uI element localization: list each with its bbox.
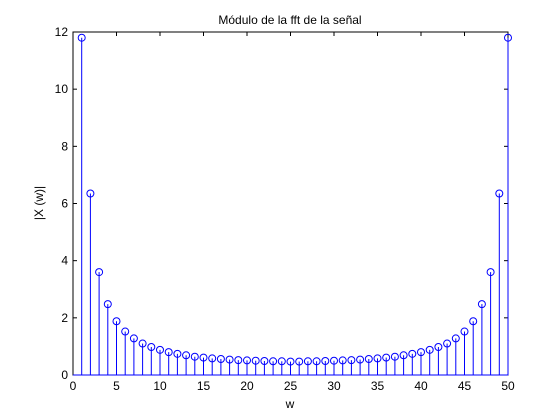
stem-marker (390, 352, 399, 361)
stem-marker (156, 345, 164, 354)
stem-marker (251, 356, 260, 365)
x-tick-label: 20 (240, 379, 254, 393)
stem-marker (434, 342, 443, 351)
x-tick-label: 40 (414, 379, 428, 393)
stem-marker (216, 354, 225, 363)
y-tick-label: 12 (55, 25, 69, 39)
stem-marker (269, 357, 278, 366)
stem-marker (138, 339, 147, 348)
stem-marker (364, 354, 373, 363)
stem-marker (234, 356, 243, 365)
stem-marker (443, 339, 452, 348)
stem-marker (460, 327, 469, 336)
stem-marker (121, 327, 130, 336)
stem-marker (173, 349, 182, 358)
stem-marker (356, 355, 365, 364)
stem-marker (147, 342, 156, 351)
chart-title: Módulo de la fft de la señal (218, 13, 361, 27)
y-tick-label: 10 (55, 82, 69, 96)
stem-marker (477, 300, 486, 309)
x-tick-label: 50 (501, 379, 515, 393)
stem-marker (243, 356, 251, 365)
stem-marker (77, 33, 86, 42)
stem-marker (286, 357, 295, 366)
x-tick-label: 10 (153, 379, 167, 393)
stem-marker (260, 356, 269, 365)
stem-marker (199, 353, 208, 362)
y-tick-label: 4 (61, 254, 68, 268)
stem-marker (425, 345, 434, 354)
stem-marker (504, 33, 512, 42)
stem-marker (382, 353, 391, 362)
stem-marker (190, 352, 199, 361)
plot-area (72, 31, 509, 376)
x-tick-label: 35 (371, 379, 385, 393)
stem-marker (129, 334, 138, 343)
y-tick-label: 2 (61, 311, 68, 325)
x-tick-label: 15 (197, 379, 211, 393)
stem-marker (277, 357, 286, 366)
stem-marker (321, 356, 330, 365)
stem-marker (208, 354, 217, 363)
y-axis-label: |X (w)| (32, 186, 46, 220)
stem-marker (295, 357, 304, 366)
stem-series (73, 33, 512, 376)
stem-marker (95, 268, 104, 277)
stem-marker (495, 189, 504, 198)
x-tick-label: 45 (458, 379, 472, 393)
x-tick-label: 25 (284, 379, 298, 393)
stem-marker (164, 348, 173, 357)
stem-marker (408, 349, 417, 358)
x-axis-label: w (285, 397, 295, 411)
stem-marker (486, 268, 495, 277)
y-tick-label: 0 (61, 368, 68, 382)
stem-marker (86, 189, 95, 198)
stem-marker (469, 317, 478, 326)
stem-marker (103, 300, 112, 309)
stem-marker (338, 356, 347, 365)
stem-marker (373, 354, 382, 363)
stem-marker (399, 351, 408, 360)
y-tick-label: 8 (61, 139, 68, 153)
stem-marker (451, 334, 460, 343)
stem-marker (303, 357, 312, 366)
stem-marker (182, 351, 191, 360)
y-tick-label: 6 (61, 197, 68, 211)
stem-marker (417, 348, 425, 357)
x-tick-label: 30 (327, 379, 341, 393)
stem-marker (330, 356, 338, 365)
axis-ticks: 0 5 10 15 20 25 30 35 40 45 50 0 2 4 6 8 10 12 (55, 25, 515, 393)
stem-marker (112, 317, 121, 326)
x-tick-label: 5 (113, 379, 120, 393)
stem-marker (312, 357, 321, 366)
x-tick-label: 0 (70, 379, 77, 393)
stem-marker (225, 355, 234, 364)
stem-marker (347, 356, 356, 365)
